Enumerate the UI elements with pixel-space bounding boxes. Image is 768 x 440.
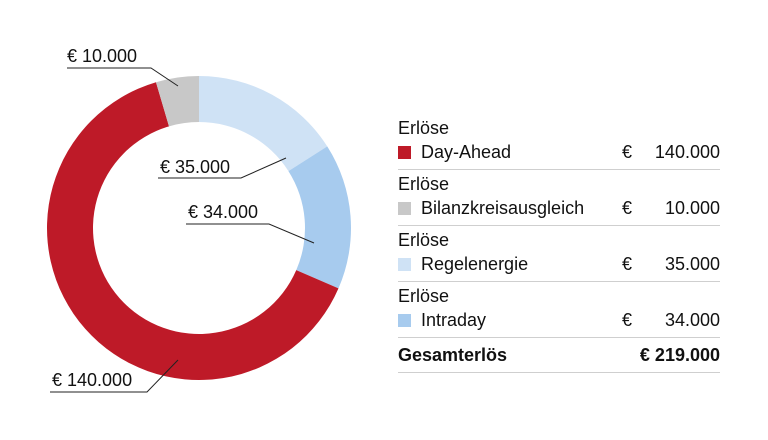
legend-caption: Erlöse [398,118,450,138]
legend-caption: Erlöse [398,174,450,194]
legend-item-amount: 10.000 [664,198,720,218]
legend-item-currency: € [622,254,633,274]
legend-caption: Erlöse [398,286,450,306]
donut-slices [47,76,351,381]
donut-slice-regelenergie [199,76,328,172]
legend-item-currency: € [622,142,633,162]
slice-label-regelenergie: € 35.000 [160,157,230,177]
legend: Erlöse Day-Ahead € 140.000 Erlöse Bilanz… [398,114,720,373]
legend-item-currency: € [622,198,633,218]
legend-row: Bilanzkreisausgleich € 10.000 [398,196,720,221]
legend-swatch [398,258,411,271]
legend-group-bilanzkreisausgleich: Erlöse Bilanzkreisausgleich € 10.000 [398,170,720,226]
legend-total-label: Gesamterlös [398,344,508,365]
leader-line-day-ahead [50,359,179,393]
legend-group-regelenergie: Erlöse Regelenergie € 35.000 [398,226,720,282]
legend-item-currency: € [622,310,633,330]
legend-group-day-ahead: Erlöse Day-Ahead € 140.000 [398,114,720,170]
donut-slice-day-ahead [47,82,339,381]
legend-caption: Erlöse [398,230,450,250]
legend-swatch [398,314,411,327]
legend-row: Intraday € 34.000 [398,308,720,333]
legend-item-amount: 35.000 [664,254,720,274]
slice-label-intraday: € 34.000 [188,202,258,222]
legend-total-row: Gesamterlös € 219.000 [398,338,720,373]
leader-line-intraday [186,223,315,244]
slice-labels: € 10.000 € 35.000 € 34.000 € 140.000 [52,46,258,390]
legend-row: Day-Ahead € 140.000 [398,140,720,165]
leader-line-regelenergie [158,157,287,179]
donut-slice-intraday [288,146,351,289]
legend-item-amount: 34.000 [664,310,720,330]
legend-row: Regelenergie € 35.000 [398,252,720,277]
leader-line-bilanzkreisausgleich [67,67,179,87]
donut-slice-bilanzkreisausgleich [155,76,199,127]
slice-label-bilanzkreisausgleich: € 10.000 [67,46,137,66]
slice-label-day-ahead: € 140.000 [52,370,132,390]
legend-item-name: Regelenergie [421,254,529,274]
leader-lines [50,67,315,393]
legend-item-name: Intraday [421,310,487,330]
legend-item-name: Day-Ahead [421,142,512,162]
legend-group-intraday: Erlöse Intraday € 34.000 [398,282,720,338]
legend-item-amount: 140.000 [654,142,720,162]
legend-swatch [398,146,411,159]
legend-total-value: € 219.000 [639,344,720,365]
legend-swatch [398,202,411,215]
legend-item-name: Bilanzkreisausgleich [421,198,585,218]
